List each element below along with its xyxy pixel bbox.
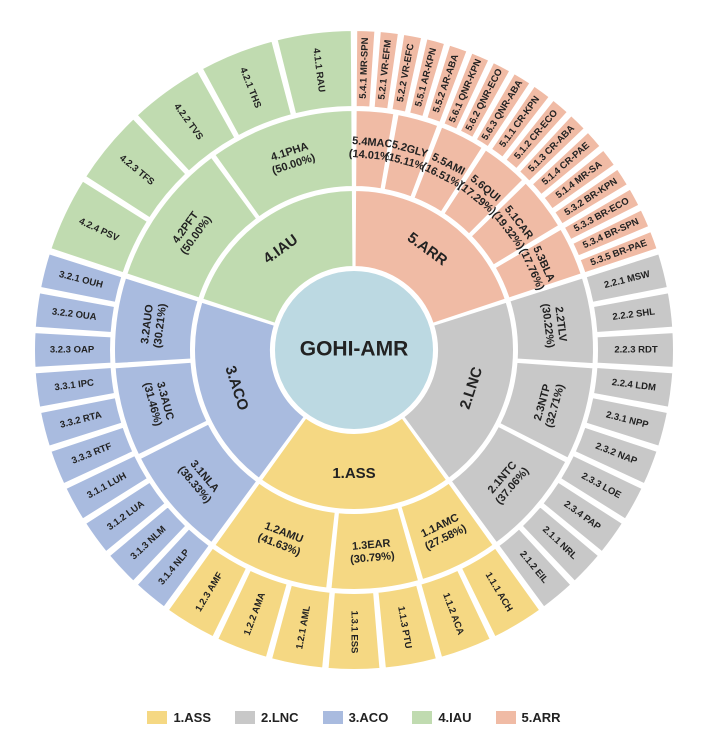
legend-item: 3.ACO	[323, 710, 389, 725]
svg-text:GOHI-AMR: GOHI-AMR	[300, 338, 409, 361]
sunburst-chart: 1.ASS2.LNC3.ACO4.IAU5.ARR1.1AMC(27.58%)1…	[0, 0, 708, 704]
legend-swatch	[412, 711, 432, 724]
legend-swatch	[235, 711, 255, 724]
svg-text:3.2.3 OAP: 3.2.3 OAP	[50, 345, 95, 356]
legend-swatch	[323, 711, 343, 724]
svg-text:1.ASS: 1.ASS	[332, 465, 375, 482]
legend-label: 3.ACO	[349, 710, 389, 725]
legend-label: 5.ARR	[522, 710, 561, 725]
legend-item: 5.ARR	[496, 710, 561, 725]
legend-label: 2.LNC	[261, 710, 299, 725]
legend-item: 2.LNC	[235, 710, 299, 725]
legend-label: 4.IAU	[438, 710, 471, 725]
legend-item: 1.ASS	[147, 710, 211, 725]
legend: 1.ASS 2.LNC 3.ACO 4.IAU 5.ARR	[0, 704, 708, 725]
legend-item: 4.IAU	[412, 710, 471, 725]
legend-swatch	[496, 711, 516, 724]
svg-text:1.3.1 ESS: 1.3.1 ESS	[348, 611, 359, 654]
legend-swatch	[147, 711, 167, 724]
legend-label: 1.ASS	[173, 710, 211, 725]
svg-text:5.4.1 MR-SPN: 5.4.1 MR-SPN	[358, 37, 371, 99]
svg-text:2.2.3 RDT: 2.2.3 RDT	[614, 345, 657, 356]
